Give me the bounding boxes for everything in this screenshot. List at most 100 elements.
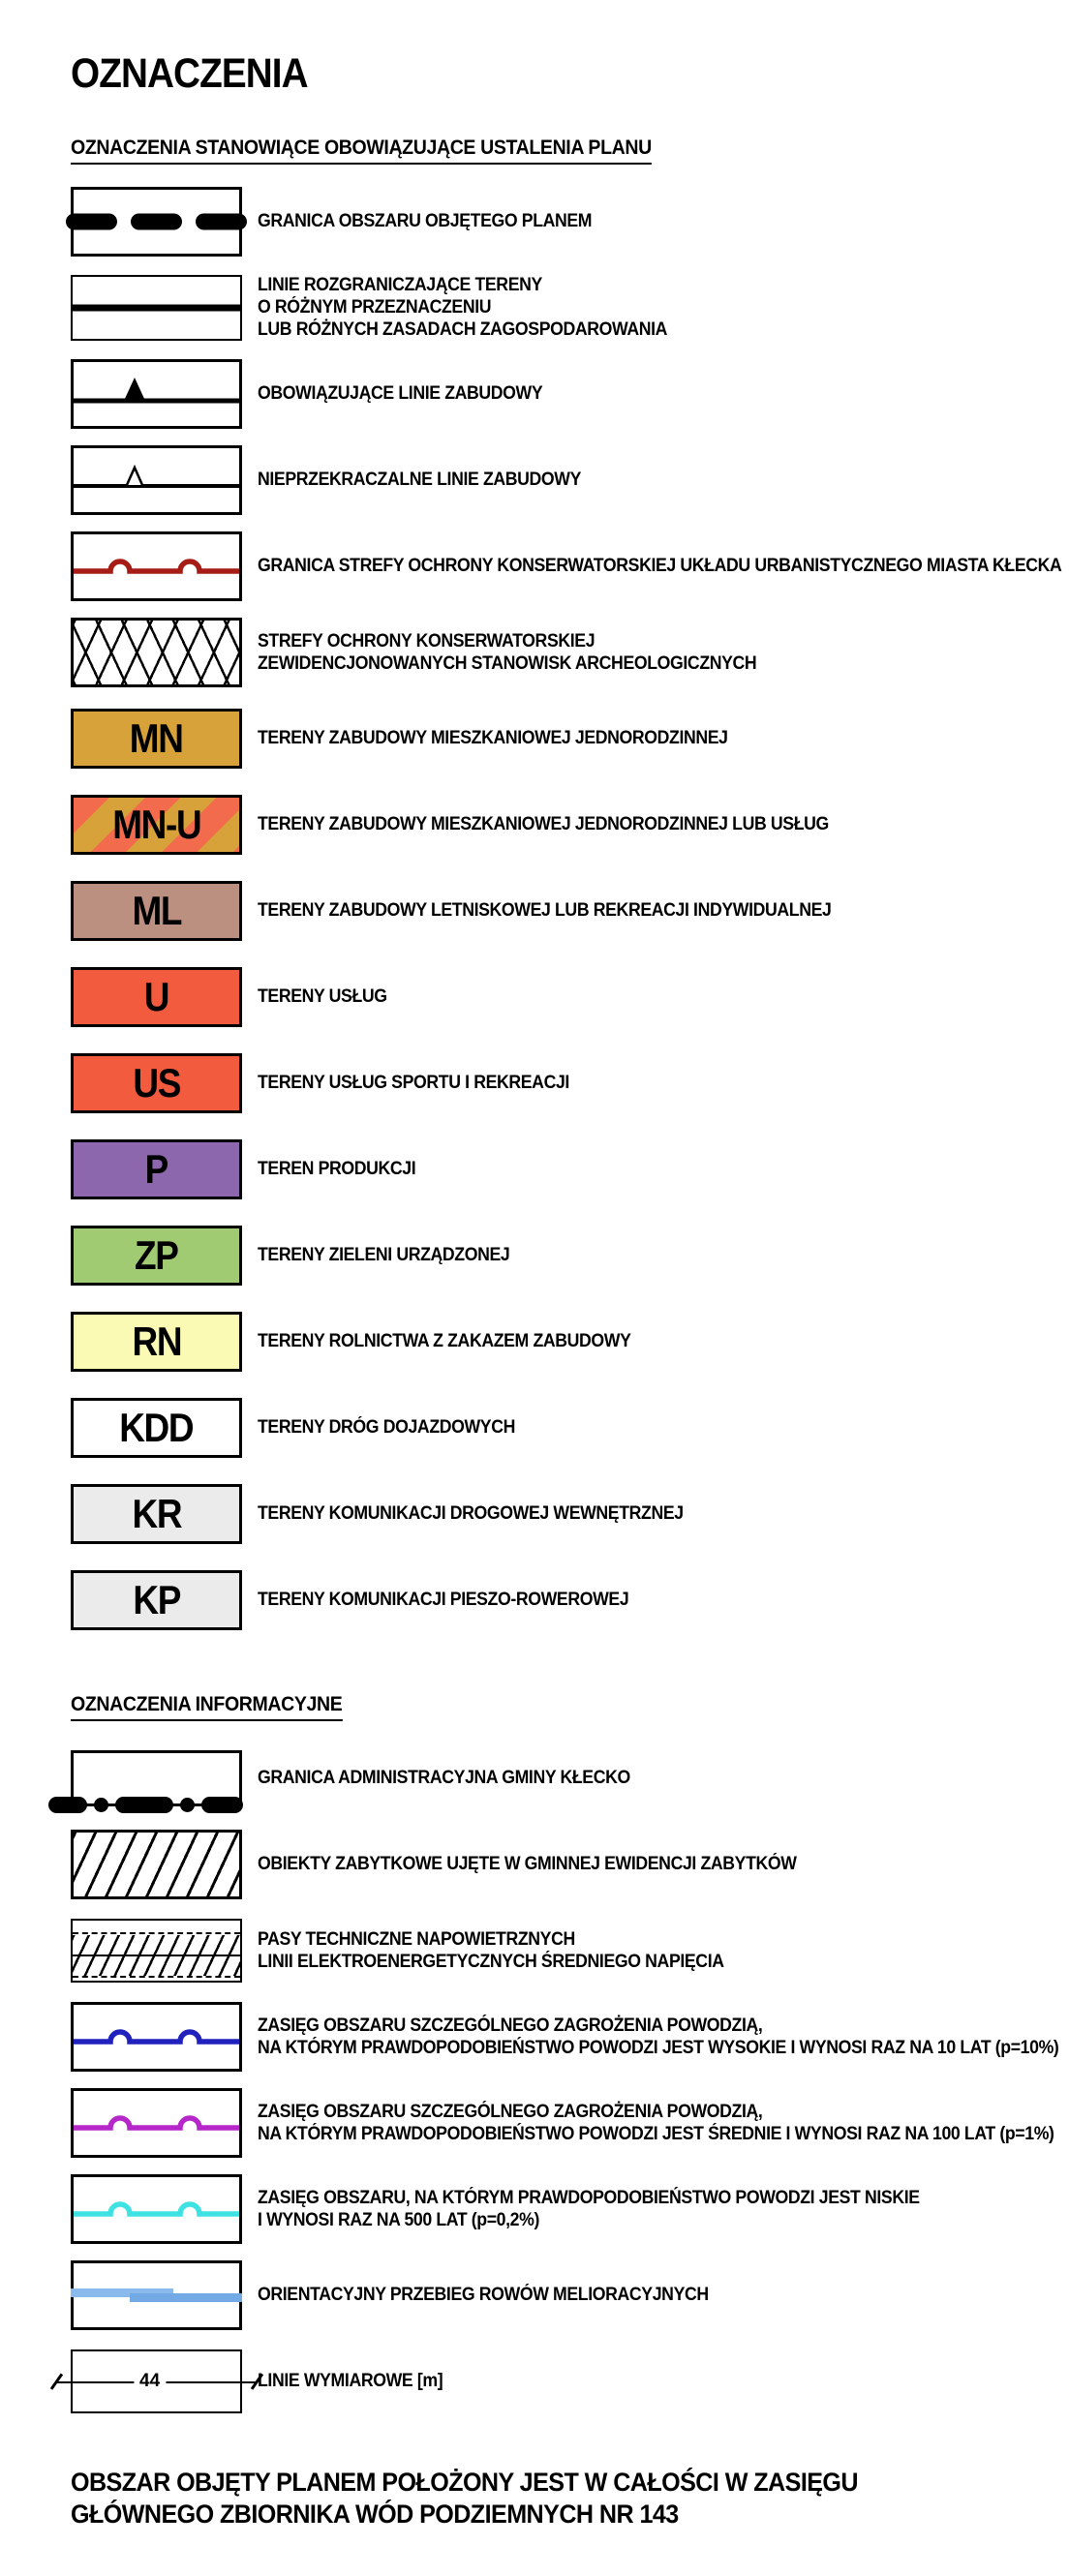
legend-label: PASY TECHNICZNE NAPOWIETRZNYCH LINII ELEK… (258, 1928, 759, 1973)
legend-label: STREFY OCHRONY KONSERWATORSKIEJ ZEWIDENCJ… (258, 630, 794, 675)
legend-label: TERENY USŁUG (258, 985, 397, 1008)
building-line-open-icon (71, 444, 242, 515)
legend-label-line: TERENY ZABUDOWY MIESZKANIOWEJ JEDNORODZI… (258, 728, 728, 748)
bump-line-icon (71, 2173, 242, 2244)
thick-dashes (66, 213, 247, 229)
legend-label-line: LINIE ROZGRANICZAJĄCE TERENY (258, 275, 542, 295)
zone-swatch-striped: MN-U (71, 794, 242, 855)
legend-label-line: ZASIĘG OBSZARU, NA KTÓRYM PRAWDOPODOBIEŃ… (258, 2187, 920, 2208)
zone-u-row: U TERENY USŁUG (71, 954, 1069, 1040)
conservation-zone-boundary-row: GRANICA STREFY OCHRONY KONSERWATORSKIEJ … (71, 523, 1069, 609)
legend-label-line: TERENY KOMUNIKACJI PIESZO-ROWEROWEJ (258, 1590, 629, 1610)
zone-code: RN (132, 1318, 182, 1364)
legend-label-line: LINII ELEKTROENERGETYCZNYCH ŚREDNIEGO NA… (258, 1951, 724, 1972)
crosshatch-pattern-icon (71, 617, 242, 687)
zone-code: ML (132, 887, 182, 933)
bump-line-icon (71, 530, 242, 601)
legend-label: OBIEKTY ZABYTKOWE UJĘTE W GMINNEJ EWIDEN… (258, 1853, 837, 1875)
zone-rn-symbol: RN (71, 1311, 242, 1372)
dimension-lines-row: 44 LINIE WYMIAROWE [m] (49, 2338, 1069, 2424)
dimension-value: 44 (134, 2370, 167, 2392)
power-line-strips-row: PASY TECHNICZNE NAPOWIETRZNYCH LINII ELEK… (71, 1907, 1069, 1993)
zone-code: KP (133, 1576, 181, 1622)
zone-zp-row: ZP TERENY ZIELENI URZĄDZONEJ (71, 1212, 1069, 1298)
max-building-line-row: NIEPRZEKRACZALNE LINIE ZABUDOWY (71, 437, 1069, 523)
power-line-strips-symbol (71, 1918, 242, 1983)
legend-label: TEREN PRODUKCJI (258, 1158, 428, 1180)
legend-section: OZNACZENIA STANOWIĄCE OBOWIĄZUJĄCE USTAL… (66, 98, 1069, 1643)
zone-swatch: MN (71, 708, 242, 769)
legend-label-line: ZASIĘG OBSZARU SZCZEGÓLNEGO ZAGROŻENIA P… (258, 2101, 763, 2122)
legend-label-line: TERENY ZABUDOWY MIESZKANIOWEJ JEDNORODZI… (258, 814, 829, 834)
legend-label-line: TERENY USŁUG (258, 986, 387, 1007)
zone-swatch: US (71, 1052, 242, 1113)
zone-mn-row: MN TERENY ZABUDOWY MIESZKANIOWEJ JEDNOROD… (71, 695, 1069, 781)
zone-code: US (133, 1059, 181, 1106)
legend-label-line: PASY TECHNICZNE NAPOWIETRZNYCH (258, 1928, 575, 1950)
legend-label: ZASIĘG OBSZARU SZCZEGÓLNEGO ZAGROŻENIA P… (258, 2015, 1069, 2059)
zone-kp-row: KP TERENY KOMUNIKACJI PIESZO-ROWEROWEJ (71, 1557, 1069, 1643)
line-with-open-triangle (74, 464, 239, 488)
legend-label: LINIE WYMIAROWE [m] (258, 2370, 457, 2392)
plan-boundary-line-icon (66, 186, 247, 257)
zone-code: KDD (119, 1404, 194, 1450)
legend-label-line: GRANICA OBSZARU OBJĘTEGO PLANEM (258, 211, 593, 231)
legend-label: TERENY ZABUDOWY MIESZKANIOWEJ JEDNORODZI… (258, 727, 763, 749)
legend-label-line: NIEPRZEKRACZALNE LINIE ZABUDOWY (258, 470, 582, 490)
drainage-ditches-row: ORIENTACYJNY PRZEBIEG ROWÓW MELIORACYJNY… (71, 2252, 1069, 2338)
legend-label-line: TERENY ZABUDOWY LETNISKOWEJ LUB REKREACJ… (258, 900, 832, 921)
legend-label-line: GRANICA ADMINISTRACYJNA GMINY KŁECKO (258, 1768, 630, 1788)
zone-zp-symbol: ZP (71, 1225, 242, 1286)
legend-label: TERENY ZIELENI URZĄDZONEJ (258, 1244, 529, 1266)
legend-label: TERENY ROLNICTWA Z ZAKAZEM ZABUDOWY (258, 1330, 659, 1352)
dash-dot-line (48, 1796, 243, 1813)
legend-label-line: I WYNOSI RAZ NA 500 LAT (p=0,2%) (258, 2209, 539, 2230)
legend-label-line: NA KTÓRYM PRAWDOPODOBIEŃSTWO POWODZI JES… (258, 2123, 1054, 2144)
zone-mn-u-symbol: MN-U (71, 794, 242, 855)
mandatory-building-line-row: OBOWIĄZUJĄCE LINIE ZABUDOWY (71, 350, 1069, 437)
gmina-admin-boundary-row: GRANICA ADMINISTRACYJNA GMINY KŁECKO (48, 1735, 1069, 1821)
zone-kdd-symbol: KDD (71, 1397, 242, 1458)
dividing-lines-row: LINIE ROZGRANICZAJĄCE TERENY O RÓŻNYM PRZ… (71, 264, 1069, 350)
admin-boundary-icon (48, 1749, 243, 1813)
flood-500yr-row: ZASIĘG OBSZARU, NA KTÓRYM PRAWDOPODOBIEŃ… (71, 2166, 1069, 2252)
legend-label-line: GRANICA STREFY OCHRONY KONSERWATORSKIEJ … (258, 556, 1062, 576)
section-rows: GRANICA ADMINISTRACYJNA GMINY KŁECKO OBIE… (48, 1735, 1069, 2424)
dividing-lines-symbol (71, 274, 242, 341)
legend-label-line: OBOWIĄZUJĄCE LINIE ZABUDOWY (258, 383, 543, 404)
zone-kr-symbol: KR (71, 1483, 242, 1544)
legend-label-line: LUB RÓŻNYCH ZASADACH ZAGOSPODAROWANIA (258, 319, 668, 340)
legend-label-line: ZASIĘG OBSZARU SZCZEGÓLNEGO ZAGROŻENIA P… (258, 2015, 763, 2036)
zone-kdd-row: KDD TERENY DRÓG DOJAZDOWYCH (71, 1384, 1069, 1470)
legend-label-line: TERENY USŁUG SPORTU I REKREACJI (258, 1073, 569, 1093)
heritage-objects-row: OBIEKTY ZABYTKOWE UJĘTE W GMINNEJ EWIDEN… (71, 1821, 1069, 1907)
zone-kp-symbol: KP (71, 1569, 242, 1630)
tech-strip-icon (71, 1918, 242, 1983)
legend-label: GRANICA ADMINISTRACYJNA GMINY KŁECKO (258, 1767, 658, 1789)
legend-label-line: TERENY DRÓG DOJAZDOWYCH (258, 1417, 516, 1438)
dimension-lines-symbol: 44 (49, 2349, 263, 2413)
flood-100yr-row: ZASIĘG OBSZARU SZCZEGÓLNEGO ZAGROŻENIA P… (71, 2079, 1069, 2166)
dimension-line-icon: 44 (49, 2349, 263, 2413)
legend-label-line: TERENY ZIELENI URZĄDZONEJ (258, 1245, 510, 1265)
zone-u-symbol: U (71, 966, 242, 1027)
zone-swatch: ML (71, 880, 242, 941)
plan-boundary-symbol (66, 186, 247, 257)
legend-label-line: TERENY KOMUNIKACJI DROGOWEJ WEWNĘTRZNEJ (258, 1503, 684, 1524)
zone-ml-symbol: ML (71, 880, 242, 941)
drainage-line-icon (71, 2259, 242, 2330)
legend-label: TERENY ZABUDOWY LETNISKOWEJ LUB REKREACJ… (258, 899, 874, 922)
zone-mn-u-row: MN-U TERENY ZABUDOWY MIESZKANIOWEJ JEDNOR… (71, 781, 1069, 867)
legend-label-line: NA KTÓRYM PRAWDOPODOBIEŃSTWO POWODZI JES… (258, 2037, 1059, 2058)
section-heading: OZNACZENIA STANOWIĄCE OBOWIĄZUJĄCE USTAL… (71, 136, 652, 165)
zone-code: MN-U (111, 801, 202, 847)
plan-boundary-row: GRANICA OBSZARU OBJĘTEGO PLANEM (66, 178, 1069, 264)
flood-10yr-row: ZASIĘG OBSZARU SZCZEGÓLNEGO ZAGROŻENIA P… (71, 1993, 1069, 2079)
zone-code: ZP (135, 1231, 179, 1278)
mandatory-building-line-symbol (71, 358, 242, 429)
center-line (73, 1954, 240, 1956)
footer-line: GŁÓWNEGO ZBIORNIKA WÓD PODZIEMNYCH NR 14… (71, 2500, 679, 2529)
bump-line-icon (71, 2087, 242, 2158)
line-with-bumps (74, 2114, 239, 2131)
